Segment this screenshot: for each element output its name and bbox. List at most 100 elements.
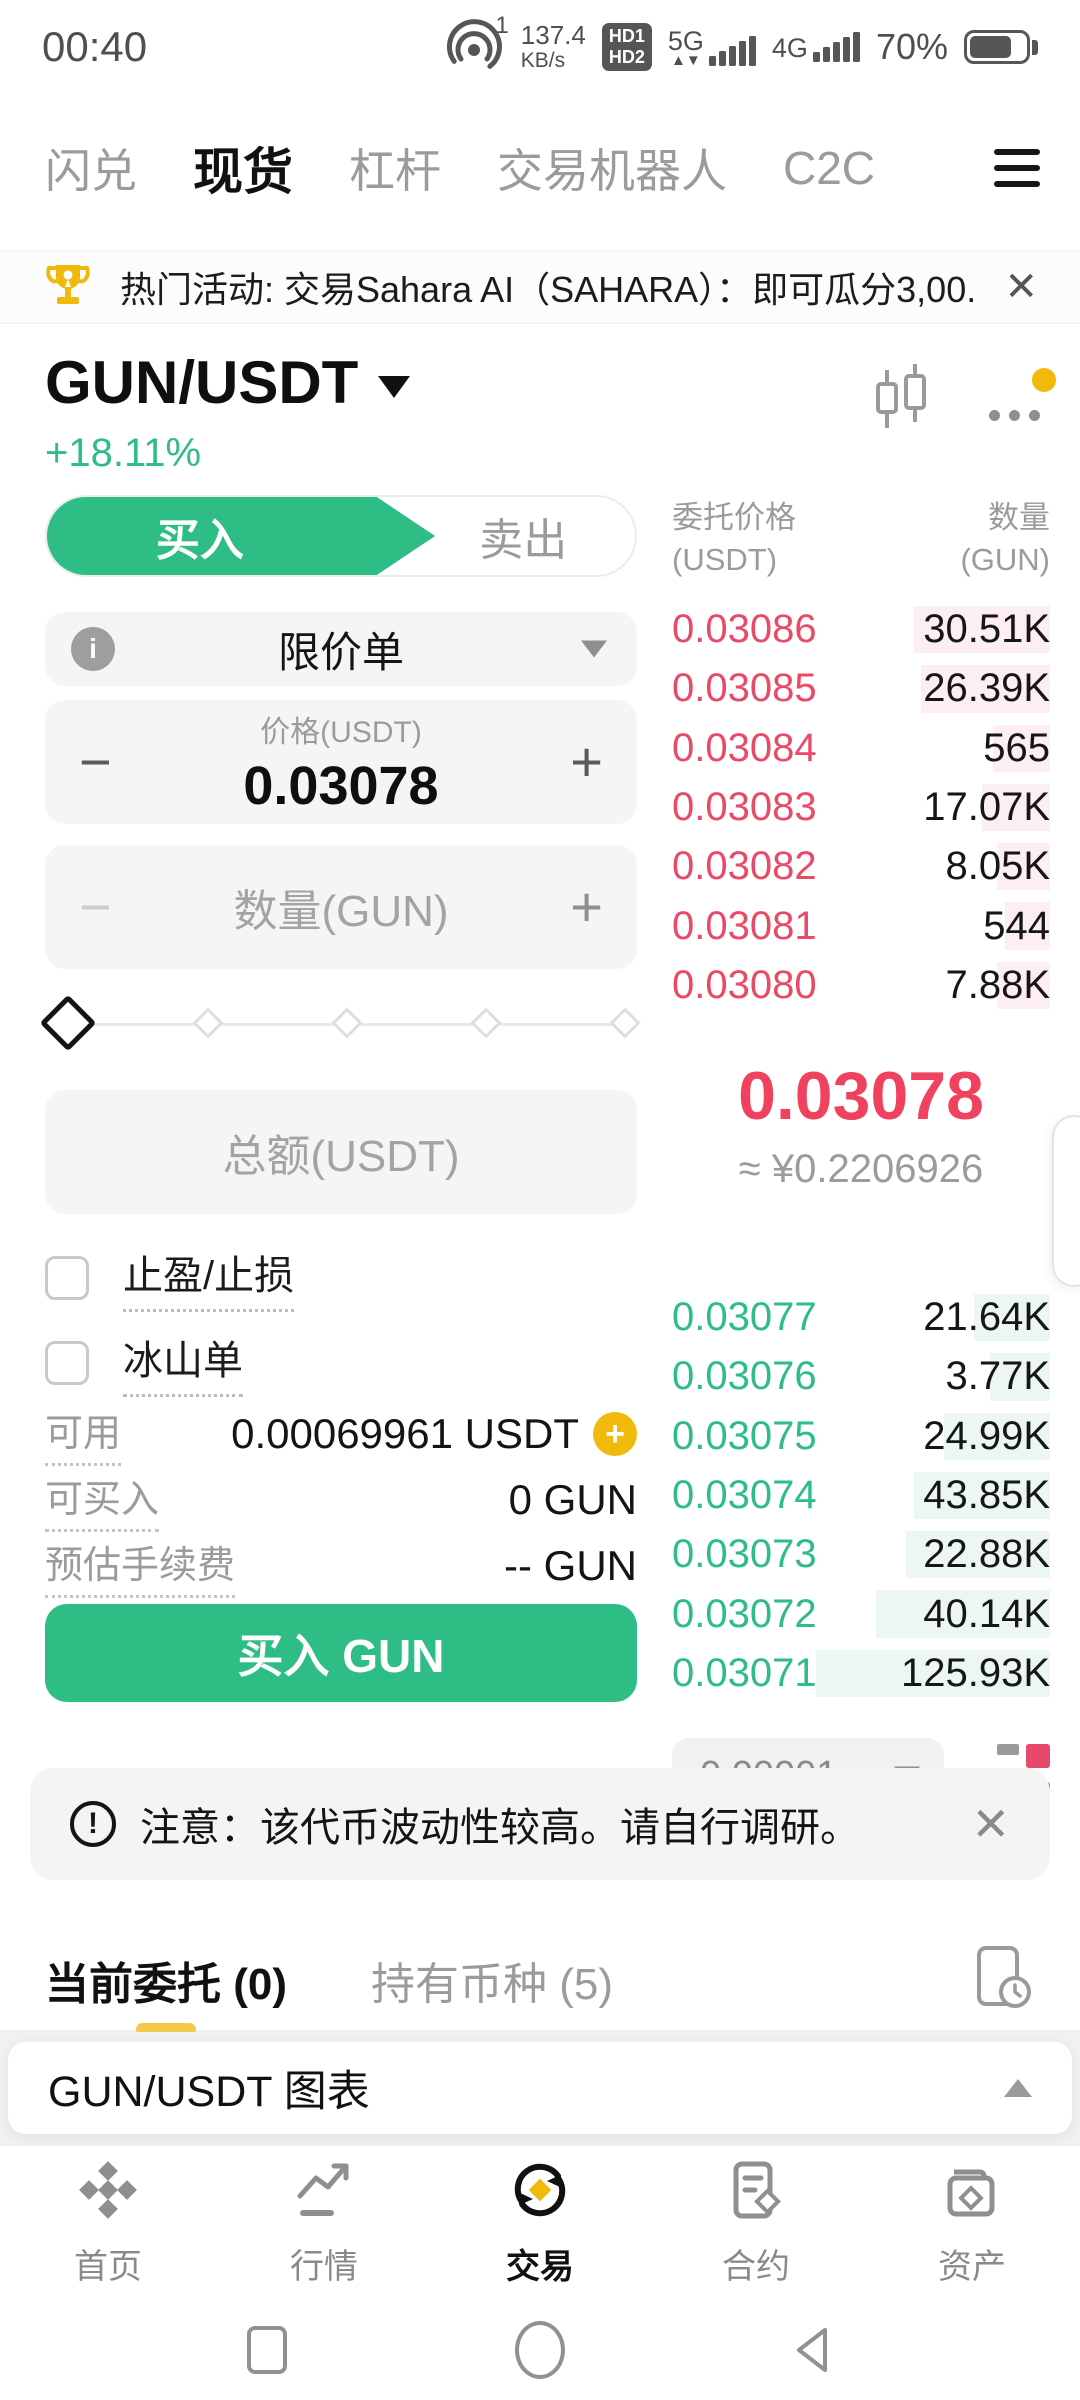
promo-banner[interactable]: 热门活动: 交易Sahara AI（SAHARA）：即可瓜分3,00... ✕ <box>0 250 1080 324</box>
bottom-nav-item-markets[interactable]: 行情 <box>216 2146 432 2300</box>
bottom-nav-item-assets[interactable]: 资产 <box>864 2146 1080 2300</box>
order-type-select[interactable]: i 限价单 <box>45 612 637 686</box>
order-price: 0.03086 <box>672 607 817 652</box>
order-price: 0.03080 <box>672 962 817 1007</box>
amount-increase-button[interactable]: + <box>570 875 603 938</box>
home-button[interactable] <box>403 2321 676 2379</box>
slider-stop-75[interactable] <box>470 1007 502 1039</box>
order-price: 0.03071 <box>672 1650 817 1695</box>
slider-stop-100[interactable] <box>609 1007 641 1039</box>
promo-text: 热门活动: 交易Sahara AI（SAHARA）：即可瓜分3,00... <box>120 269 979 310</box>
bid-row-5[interactable]: 0.03072 40.14K <box>672 1584 1050 1643</box>
banner-close-icon[interactable]: ✕ <box>1004 265 1038 309</box>
bid-row-1[interactable]: 0.03076 3.77K <box>672 1347 1050 1406</box>
order-price: 0.03075 <box>672 1413 817 1458</box>
price-increase-button[interactable]: + <box>570 730 603 793</box>
ask-row-1[interactable]: 0.03085 26.39K <box>672 659 1050 718</box>
top-nav-tab-4[interactable]: C2C <box>783 142 876 194</box>
bid-row-2[interactable]: 0.03075 24.99K <box>672 1407 1050 1466</box>
order-amount: 8.05K <box>945 844 1050 889</box>
bid-row-3[interactable]: 0.03074 43.85K <box>672 1466 1050 1525</box>
amount-input[interactable]: − 数量(GUN) + <box>45 845 637 969</box>
info-value: 0 GUN <box>508 1476 637 1523</box>
side-drawer-handle[interactable] <box>1052 1115 1080 1287</box>
top-nav-tab-0[interactable]: 闪兑 <box>45 145 137 197</box>
battery-icon <box>964 30 1038 64</box>
top-nav-tab-2[interactable]: 杠杆 <box>349 145 441 197</box>
slider-handle[interactable] <box>40 994 97 1052</box>
symbol-header: GUN/USDT +18.11% <box>45 348 1056 475</box>
tab-open-orders[interactable]: 当前委托 (0) <box>45 1948 287 2036</box>
buy-tab[interactable]: 买入 <box>47 497 436 575</box>
notice-text: 注意：该代币波动性较高。请自行调研。 <box>140 1806 860 1850</box>
network-speed: 137.4 KB/s <box>520 20 586 72</box>
price-change-percent: +18.11% <box>45 431 202 475</box>
checkbox-label: 止盈/止损 <box>123 1243 295 1312</box>
info-icon[interactable]: i <box>71 627 115 671</box>
ask-row-2[interactable]: 0.03084 565 <box>672 719 1050 778</box>
deposit-icon[interactable]: + <box>593 1412 637 1456</box>
ask-row-3[interactable]: 0.03083 17.07K <box>672 778 1050 837</box>
bid-row-6[interactable]: 0.03071 125.93K <box>672 1644 1050 1703</box>
ask-row-0[interactable]: 0.03086 30.51K <box>672 600 1050 659</box>
back-button[interactable] <box>677 2324 950 2376</box>
checkbox-label: 冰山单 <box>123 1328 243 1397</box>
ask-row-4[interactable]: 0.03082 8.05K <box>672 837 1050 896</box>
data-usage-icon: 1 <box>446 12 509 76</box>
checkbox[interactable] <box>45 1255 89 1300</box>
side-toggle: 买入 卖出 <box>45 495 637 577</box>
bid-row-4[interactable]: 0.03073 22.88K <box>672 1525 1050 1584</box>
menu-icon[interactable] <box>994 149 1040 187</box>
info-row-0: 可用 0.00069961 USDT + <box>45 1402 637 1466</box>
depth-bar <box>913 1471 1050 1520</box>
order-price: 0.03082 <box>672 844 817 889</box>
slider-stop-25[interactable] <box>192 1007 224 1039</box>
order-amount: 125.93K <box>900 1650 1050 1695</box>
total-input[interactable]: 总额(USDT) <box>45 1090 637 1214</box>
tab-holdings[interactable]: 持有币种 (5) <box>371 1960 613 2009</box>
top-nav-tab-3[interactable]: 交易机器人 <box>497 145 727 197</box>
pair-selector[interactable]: GUN/USDT <box>45 348 1040 417</box>
chevron-down-icon <box>378 375 411 398</box>
checkbox-row-1[interactable]: 冰山单 <box>45 1328 243 1397</box>
ask-rows: 0.03086 30.51K 0.03085 26.39K 0.03084 565 0.03… <box>672 600 1050 1015</box>
depth-bar <box>1004 902 1050 950</box>
bottom-nav-item-futures[interactable]: 合约 <box>648 2146 864 2300</box>
depth-bar <box>997 961 1050 1010</box>
order-price: 0.03085 <box>672 666 817 711</box>
order-amount: 24.99K <box>923 1413 1050 1458</box>
info-label: 可用 <box>45 1402 122 1466</box>
chart-panel-header[interactable]: GUN/USDT 图表 <box>8 2042 1072 2134</box>
notice-close-icon[interactable]: ✕ <box>971 1798 1010 1850</box>
slider-stop-50[interactable] <box>331 1007 363 1039</box>
checkbox[interactable] <box>45 1340 89 1385</box>
depth-bar <box>997 843 1050 891</box>
candlestick-chart-icon[interactable] <box>867 362 937 443</box>
more-options-icon[interactable] <box>989 368 1056 421</box>
top-nav-tab-1[interactable]: 现货 <box>193 144 293 200</box>
alert-icon: ! <box>70 1801 116 1847</box>
bottom-nav-item-home[interactable]: 首页 <box>0 2146 216 2300</box>
recents-button[interactable] <box>130 2326 403 2374</box>
chevron-up-icon[interactable] <box>1004 2079 1032 2097</box>
bid-row-0[interactable]: 0.03077 21.64K <box>672 1288 1050 1347</box>
price-input[interactable]: − 价格(USDT) 0.03078 + <box>45 700 637 824</box>
bottom-nav-item-trade[interactable]: 交易 <box>432 2146 648 2300</box>
last-price[interactable]: 0.03078 <box>738 1058 984 1134</box>
checkbox-row-0[interactable]: 止盈/止损 <box>45 1243 295 1312</box>
amount-decrease-button[interactable]: − <box>79 875 112 938</box>
status-bar: 00:40 1 137.4 KB/s HD1 HD2 5G <box>0 8 1080 86</box>
order-amount: 21.64K <box>923 1295 1050 1340</box>
ask-row-5[interactable]: 0.03081 544 <box>672 896 1050 955</box>
sell-tab[interactable]: 卖出 <box>479 516 568 565</box>
bottom-nav: 首页 行情 交易 <box>0 2146 1080 2300</box>
markets-trend-icon <box>292 2158 356 2227</box>
info-value: 0.00069961 USDT <box>231 1410 579 1457</box>
order-history-icon[interactable] <box>971 1942 1035 2019</box>
order-form: 买入 卖出 i 限价单 − 价格(USDT) 0.03078 + − 数量(GU… <box>40 495 641 1705</box>
ask-row-6[interactable]: 0.03080 7.88K <box>672 956 1050 1015</box>
amount-percent-slider[interactable] <box>40 994 641 1052</box>
price-decrease-button[interactable]: − <box>79 730 112 793</box>
submit-buy-button[interactable]: 买入 GUN <box>45 1604 637 1702</box>
signal-5g-icon: 5G ▲▼ <box>668 28 756 69</box>
